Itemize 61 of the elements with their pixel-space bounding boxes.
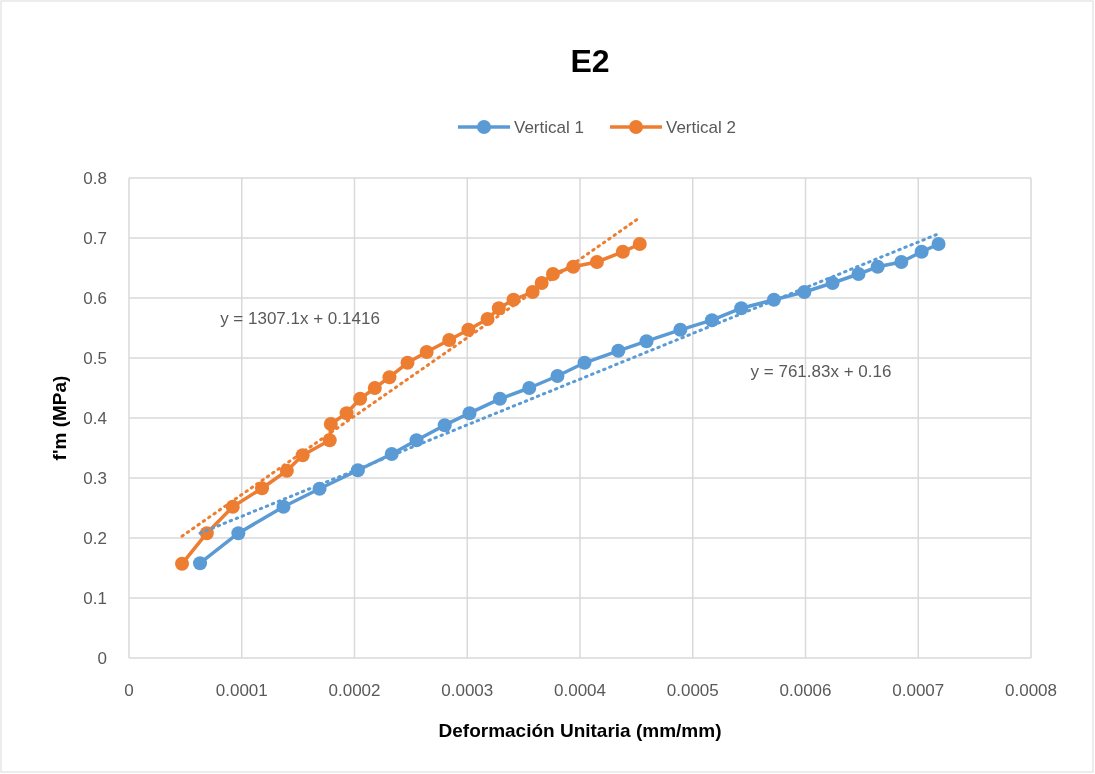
point	[367, 381, 382, 395]
point	[193, 556, 208, 571]
point	[734, 301, 749, 316]
point	[462, 406, 477, 421]
annotation: y = 1307.1x + 0.1416	[220, 309, 380, 328]
x-tick-label: 0.0001	[215, 681, 268, 700]
point	[353, 391, 368, 406]
point	[704, 313, 719, 328]
point	[400, 355, 415, 370]
legend-label: Vertical 1	[514, 118, 584, 137]
point	[550, 369, 565, 383]
point	[442, 333, 457, 347]
x-tick-label: 0.0005	[666, 681, 719, 700]
point	[437, 418, 452, 433]
point	[174, 556, 189, 571]
x-tick-label: 0.0004	[554, 681, 606, 700]
point	[522, 381, 537, 395]
point	[914, 244, 929, 259]
point	[577, 355, 592, 370]
y-tick-label: 0.6	[83, 289, 107, 308]
point	[419, 345, 434, 359]
y-tick-label: 0.1	[83, 589, 107, 608]
point	[492, 391, 507, 406]
point	[279, 463, 294, 478]
y-tick-label: 0.4	[83, 409, 107, 428]
y-tick-label: 0.3	[83, 469, 107, 488]
point	[589, 255, 604, 269]
x-tick-label: 0.0007	[892, 681, 945, 700]
y-tick-label: 0	[97, 649, 107, 668]
point	[339, 406, 354, 421]
point	[615, 244, 630, 259]
chart-title: E2	[570, 43, 610, 79]
point	[276, 499, 291, 514]
point	[851, 267, 866, 281]
y-axis-title: f'm (MPa)	[49, 375, 70, 461]
point	[673, 322, 688, 337]
point	[931, 237, 946, 251]
x-tick-label: 0.0002	[328, 681, 381, 700]
x-tick-label: 0.0008	[1005, 681, 1057, 700]
y-tick-label: 0.5	[83, 349, 107, 368]
x-axis-title: Deformación Unitaria (mm/mm)	[438, 720, 722, 741]
annotation: y = 761.83x + 0.16	[750, 362, 892, 381]
point	[894, 255, 909, 269]
y-tick-label: 0.7	[83, 229, 107, 248]
point	[491, 301, 506, 316]
point	[231, 526, 246, 541]
x-tick-label: 0.0006	[779, 681, 832, 700]
point	[461, 322, 476, 337]
x-tick-label: 0.0003	[441, 681, 494, 700]
point	[255, 481, 270, 496]
point	[639, 334, 654, 349]
point	[870, 259, 885, 274]
y-tick-label: 0.8	[83, 169, 107, 188]
x-tick-label: 0	[124, 681, 134, 700]
point	[611, 343, 626, 358]
point	[322, 433, 337, 448]
point	[632, 237, 647, 251]
point	[382, 370, 397, 385]
point	[323, 417, 338, 431]
y-tick-label: 0.2	[83, 529, 107, 548]
legend-label: Vertical 2	[666, 118, 736, 137]
